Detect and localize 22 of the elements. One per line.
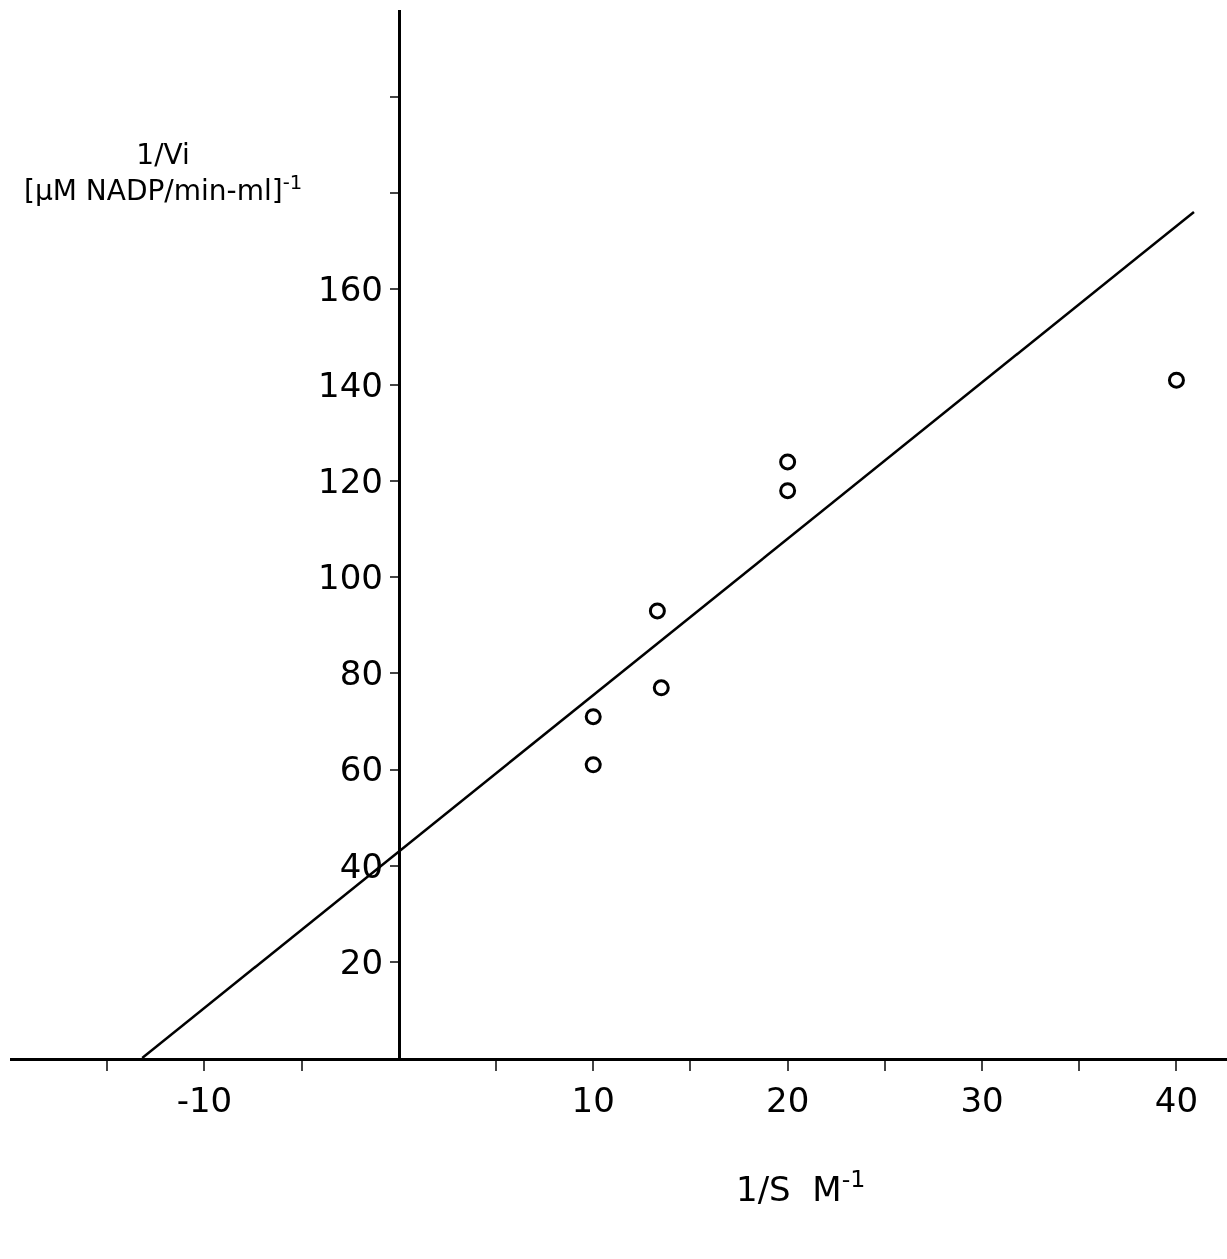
point	[779, 482, 797, 500]
y-tick-label: 120	[318, 461, 384, 502]
point	[648, 602, 666, 620]
x-tick-label: 20	[766, 1079, 810, 1120]
y-tick-label: 40	[339, 845, 384, 886]
y-axis-title: 1/Vi [µM NADP/min-ml]$^{-1}$	[24, 138, 303, 208]
point	[584, 708, 602, 726]
y-tick-label: 60	[339, 749, 384, 790]
y-tick-label: 160	[318, 268, 384, 309]
point	[652, 679, 670, 697]
x-tick-label: 10	[571, 1079, 615, 1120]
y-tick-label: 20	[339, 941, 384, 982]
point	[584, 756, 602, 774]
y-tick-label: 140	[318, 364, 384, 405]
point	[1167, 371, 1185, 389]
point	[779, 453, 797, 471]
x-tick-label: 30	[960, 1079, 1004, 1120]
y-tick-label: 80	[339, 653, 384, 694]
y-tick-label: 100	[318, 557, 384, 598]
x-tick-label: -10	[176, 1079, 233, 1120]
x-axis-title: 1/S M$^{-1}$	[736, 1165, 866, 1210]
x-tick-label: 40	[1154, 1079, 1199, 1120]
